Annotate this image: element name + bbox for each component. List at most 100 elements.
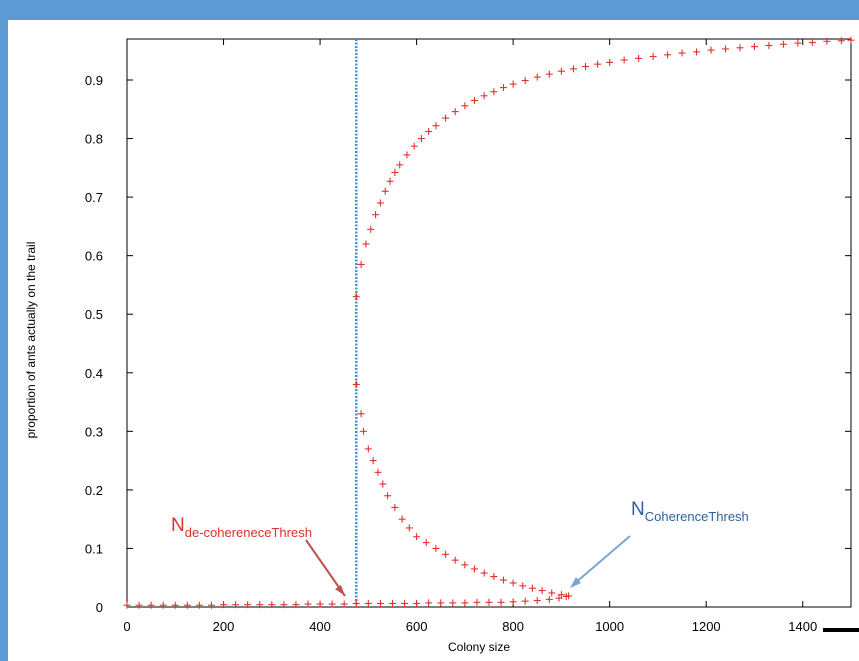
data-point-unstable <box>360 427 368 435</box>
x-tick-label: 1000 <box>595 619 624 634</box>
data-point-upper <box>707 46 715 54</box>
data-point-upper <box>480 92 488 100</box>
data-point-unstable <box>442 550 450 558</box>
x-tick-label: 400 <box>309 619 331 634</box>
left-annotation-sub: de-cohereneceThresh <box>185 525 312 540</box>
data-point-upper <box>736 44 744 52</box>
data-point-unstable <box>471 565 479 573</box>
data-point-upper <box>649 53 657 61</box>
x-axis-label: Colony size <box>448 640 510 654</box>
data-point-upper <box>678 49 686 57</box>
data-point-lower <box>521 597 529 605</box>
data-point-lower <box>425 599 433 607</box>
data-point-upper <box>635 54 643 62</box>
data-point-upper <box>765 41 773 49</box>
data-point-unstable <box>557 591 565 599</box>
data-point-lower <box>195 601 203 609</box>
plot-area <box>126 38 852 608</box>
x-tick-label: 1200 <box>692 619 721 634</box>
data-point-lower <box>497 598 505 606</box>
data-point-unstable <box>413 533 421 541</box>
data-point-lower <box>268 601 276 609</box>
data-point-upper <box>722 45 730 53</box>
data-point-upper <box>521 77 529 85</box>
data-point-upper <box>410 142 418 150</box>
data-point-lower <box>473 598 481 606</box>
data-point-lower <box>376 599 384 607</box>
data-point-lower <box>401 599 409 607</box>
right-annotation-label: NCoherenceThresh <box>631 499 749 524</box>
data-point-lower <box>123 601 131 609</box>
data-point-upper <box>594 60 602 68</box>
y-tick-label: 0.7 <box>85 190 103 205</box>
data-point-upper <box>606 58 614 66</box>
data-point-unstable <box>548 589 556 597</box>
data-point-unstable <box>369 457 377 465</box>
y-tick-label: 0.5 <box>85 307 103 322</box>
data-point-lower <box>340 600 348 608</box>
x-tick-label: 600 <box>406 619 428 634</box>
data-point-upper <box>582 63 590 71</box>
data-point-upper <box>391 169 399 177</box>
left-annotation-arrowhead <box>335 585 345 596</box>
data-point-unstable <box>480 569 488 577</box>
data-point-lower <box>316 600 324 608</box>
data-point-unstable <box>391 503 399 511</box>
data-point-lower <box>220 601 228 609</box>
data-point-lower <box>232 601 240 609</box>
y-tick-label: 0.6 <box>85 249 103 264</box>
data-point-lower <box>437 599 445 607</box>
data-point-unstable <box>432 544 440 552</box>
y-tick-label: 0.9 <box>85 73 103 88</box>
data-point-unstable <box>352 380 360 388</box>
data-point-upper <box>386 177 394 185</box>
data-point-lower <box>545 595 553 603</box>
y-tick-label: 0.3 <box>85 424 103 439</box>
data-point-lower <box>413 599 421 607</box>
data-point-lower <box>256 601 264 609</box>
data-point-lower <box>244 601 252 609</box>
data-point-unstable <box>490 573 498 581</box>
data-point-upper <box>509 80 517 88</box>
data-point-unstable <box>379 480 387 488</box>
right-annotation-arrowhead <box>570 577 581 588</box>
data-point-upper <box>794 39 802 47</box>
data-point-upper <box>823 37 831 45</box>
data-point-unstable <box>519 582 527 590</box>
data-point-unstable <box>374 468 382 476</box>
data-point-upper <box>837 37 845 45</box>
data-point-unstable <box>451 556 459 564</box>
data-point-unstable <box>565 592 573 600</box>
data-point-upper <box>381 187 389 195</box>
data-point-upper <box>471 96 479 104</box>
data-point-upper <box>693 48 701 56</box>
data-point-lower <box>171 601 179 609</box>
x-tick-label: 200 <box>213 619 235 634</box>
data-point-lower <box>304 600 312 608</box>
data-point-upper <box>499 84 507 92</box>
data-point-lower <box>183 601 191 609</box>
data-point-upper <box>442 114 450 122</box>
data-point-upper <box>461 102 469 110</box>
data-point-unstable <box>538 587 546 595</box>
data-point-upper <box>779 40 787 48</box>
data-point-upper <box>620 56 628 64</box>
data-point-upper <box>372 211 380 219</box>
data-point-lower <box>280 601 288 609</box>
y-tick-label: 0.1 <box>85 541 103 556</box>
data-point-upper <box>376 199 384 207</box>
x-axis: 0 200 400 600 800 1000 1200 1400 <box>123 39 817 634</box>
data-point-upper <box>357 260 365 268</box>
data-point-upper <box>569 65 577 73</box>
data-point-lower <box>364 599 372 607</box>
data-point-lower <box>135 601 143 609</box>
data-point-lower <box>147 601 155 609</box>
data-point-unstable <box>422 539 430 547</box>
data-point-upper <box>432 122 440 130</box>
y-tick-label: 0.4 <box>85 366 103 381</box>
x-tick-label: 800 <box>502 619 524 634</box>
y-axis-label: proportion of ants actually on the trail <box>24 242 38 439</box>
data-point-lower <box>509 598 517 606</box>
data-point-lower <box>449 599 457 607</box>
data-point-unstable <box>528 584 536 592</box>
